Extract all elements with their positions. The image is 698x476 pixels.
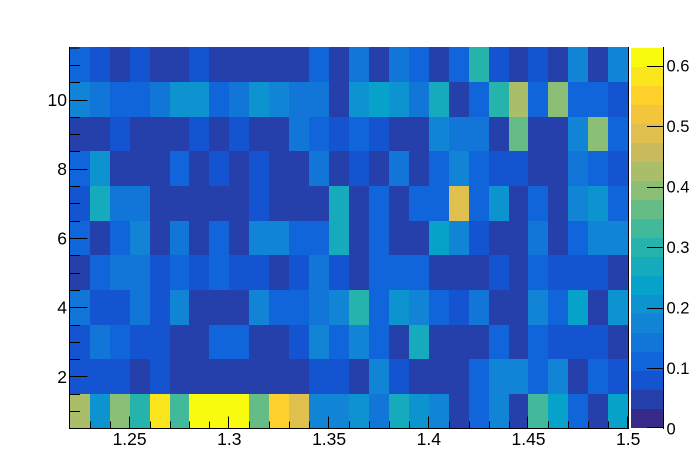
svg-text:1.4: 1.4 [417, 429, 442, 449]
svg-text:0.1: 0.1 [667, 360, 690, 378]
svg-text:1.45: 1.45 [511, 429, 545, 449]
svg-text:4: 4 [57, 298, 67, 318]
svg-text:0.2: 0.2 [667, 300, 690, 318]
svg-text:10: 10 [48, 90, 68, 110]
svg-text:6: 6 [57, 228, 67, 248]
svg-text:8: 8 [57, 159, 67, 179]
svg-text:0.5: 0.5 [667, 118, 690, 136]
svg-text:1.25: 1.25 [113, 429, 147, 449]
svg-text:0.3: 0.3 [667, 239, 690, 257]
svg-text:0: 0 [667, 420, 676, 438]
svg-text:0.6: 0.6 [667, 58, 690, 76]
svg-text:2: 2 [57, 367, 67, 387]
svg-text:1.35: 1.35 [312, 429, 346, 449]
svg-text:0.4: 0.4 [667, 179, 690, 197]
svg-text:1.3: 1.3 [217, 429, 241, 449]
svg-text:1.5: 1.5 [616, 429, 640, 449]
